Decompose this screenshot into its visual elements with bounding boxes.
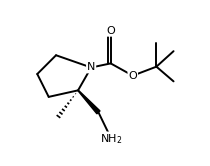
- Text: N: N: [87, 62, 95, 73]
- Text: O: O: [106, 26, 115, 36]
- Text: O: O: [128, 71, 137, 81]
- Polygon shape: [78, 90, 100, 114]
- Text: NH$_2$: NH$_2$: [100, 132, 123, 146]
